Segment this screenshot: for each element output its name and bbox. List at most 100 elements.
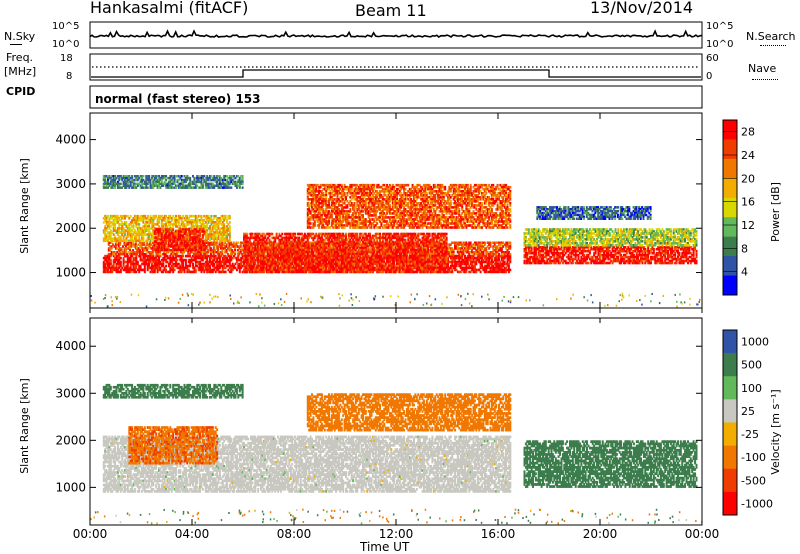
- heatmap-cell: [207, 268, 210, 272]
- heatmap-cell: [124, 239, 126, 243]
- heatmap-cell: [282, 258, 285, 262]
- heatmap-cell: [114, 268, 117, 272]
- heatmap-cell: [447, 268, 449, 272]
- heatmap-cell: [104, 254, 107, 258]
- heatmap-cell: [138, 225, 141, 228]
- heatmap-cell: [285, 251, 288, 254]
- heatmap-cell: [206, 264, 209, 268]
- heatmap-cell: [346, 245, 349, 248]
- heatmap-cell: [126, 233, 129, 236]
- heatmap-cell: [294, 270, 296, 274]
- heatmap-cell: [261, 270, 264, 274]
- heatmap-cell: [129, 260, 132, 264]
- heatmap-cell: [146, 264, 149, 268]
- heatmap-cell: [125, 270, 128, 274]
- heatmap-cell: [307, 252, 310, 256]
- heatmap-cell: [148, 225, 151, 228]
- heatmap-cell: [448, 247, 451, 250]
- heatmap-cell: [224, 247, 227, 250]
- heatmap-cell: [235, 241, 238, 244]
- heatmap-cell: [342, 266, 345, 270]
- heatmap-cell: [145, 223, 148, 226]
- heatmap-cell: [481, 256, 483, 260]
- heatmap-cell: [153, 258, 156, 262]
- heatmap-cell: [211, 251, 214, 254]
- heatmap-cell: [163, 266, 166, 270]
- heatmap-cell: [286, 266, 289, 270]
- heatmap-cell: [153, 217, 156, 220]
- heatmap-cell: [175, 223, 177, 226]
- heatmap-cell: [230, 258, 233, 262]
- heatmap-cell: [141, 252, 144, 256]
- heatmap-cell: [458, 264, 461, 268]
- heatmap-cell: [175, 217, 177, 220]
- heatmap-cell: [107, 258, 109, 262]
- heatmap-cell: [397, 266, 400, 270]
- heatmap-cell: [109, 262, 112, 266]
- heatmap-cell: [326, 252, 329, 256]
- heatmap-cell: [139, 254, 142, 258]
- heatmap-cell: [417, 254, 420, 258]
- heatmap-cell: [446, 252, 449, 256]
- heatmap-cell: [201, 268, 204, 272]
- heatmap-cell: [149, 217, 152, 220]
- heatmap-cell: [112, 251, 115, 254]
- heatmap-cell: [465, 258, 468, 262]
- heatmap-cell: [135, 256, 138, 260]
- heatmap-cell: [102, 231, 105, 234]
- heatmap-cell: [212, 247, 215, 250]
- heatmap-cell: [446, 249, 449, 252]
- heatmap-cell: [231, 252, 234, 256]
- heatmap-cell: [291, 260, 294, 264]
- heatmap-cell: [113, 251, 116, 254]
- heatmap-cell: [153, 260, 156, 264]
- heatmap-cell: [458, 256, 461, 260]
- heatmap-cell: [155, 258, 158, 262]
- heatmap-cell: [339, 266, 342, 270]
- heatmap-cell: [151, 245, 154, 248]
- heatmap-cell: [451, 270, 454, 274]
- heatmap-cell: [145, 221, 148, 224]
- heatmap-cell: [143, 217, 146, 220]
- heatmap-cell: [203, 248, 206, 251]
- heatmap-cell: [209, 264, 211, 268]
- heatmap-cell: [473, 245, 476, 248]
- heatmap-cell: [432, 249, 435, 252]
- heatmap-cell: [194, 260, 197, 264]
- heatmap-cell: [148, 229, 151, 232]
- heatmap-cell: [172, 266, 175, 270]
- heatmap-cell: [169, 221, 172, 224]
- heatmap-cell: [149, 219, 152, 222]
- heatmap-cell: [180, 254, 183, 258]
- heatmap-cell: [113, 252, 116, 256]
- heatmap-cell: [342, 258, 345, 262]
- heatmap-cell: [490, 264, 493, 268]
- heatmap-cell: [388, 268, 391, 272]
- heatmap-cell: [478, 256, 481, 260]
- heatmap-cell: [367, 247, 370, 250]
- heatmap-cell: [449, 249, 452, 252]
- heatmap-cell: [127, 245, 130, 248]
- heatmap-cell: [146, 217, 149, 220]
- heatmap-cell: [148, 233, 151, 236]
- heatmap-cell: [237, 262, 240, 266]
- heatmap-cell: [169, 256, 172, 260]
- heatmap-cell: [214, 270, 217, 274]
- heatmap-cell: [169, 258, 172, 262]
- heatmap-cell: [225, 245, 228, 248]
- heatmap-cell: [499, 266, 502, 270]
- heatmap-cell: [167, 223, 170, 226]
- heatmap-cell: [451, 256, 454, 260]
- heatmap-cell: [503, 260, 506, 264]
- heatmap-cell: [509, 268, 512, 272]
- heatmap-cell: [118, 237, 121, 240]
- heatmap-cell: [451, 264, 454, 268]
- heatmap-cell: [181, 251, 184, 254]
- heatmap-cell: [149, 214, 152, 218]
- heatmap-cell: [490, 252, 493, 256]
- heatmap-cell: [184, 249, 187, 252]
- heatmap-cell: [449, 254, 452, 258]
- heatmap-cell: [217, 270, 220, 274]
- heatmap-cell: [329, 247, 332, 250]
- heatmap-cell: [212, 252, 215, 256]
